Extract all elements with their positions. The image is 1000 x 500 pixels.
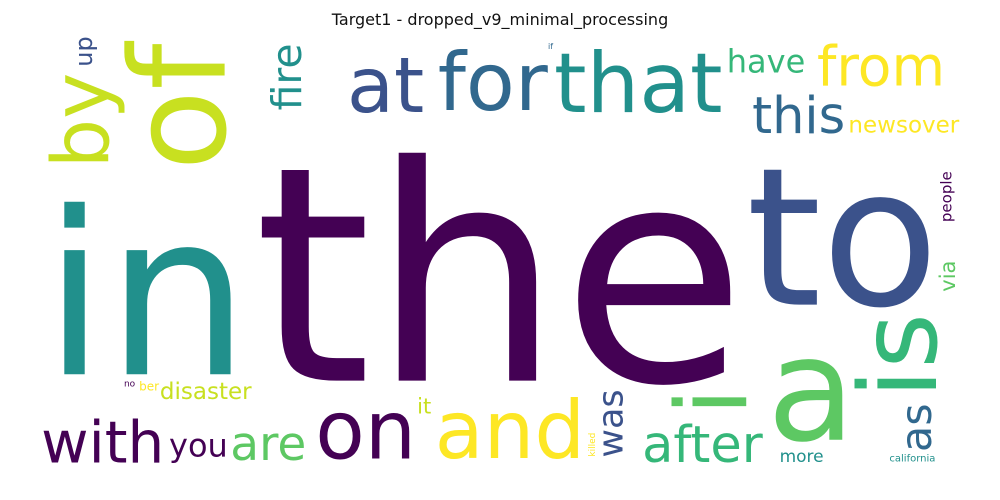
- word-a-3: a: [767, 306, 855, 464]
- word-to-1: to: [746, 128, 939, 351]
- word-and-5: and: [435, 384, 586, 464]
- word-killed-37: killed: [588, 433, 598, 457]
- word-if-126: if: [548, 42, 553, 51]
- word-disaster-20: disaster: [160, 379, 252, 405]
- word-in-2: in: [43, 163, 250, 428]
- word-people-32: people: [937, 171, 955, 222]
- word-at-9: at: [347, 42, 424, 131]
- word-on-8: on: [315, 385, 416, 464]
- word-i-11: i: [656, 388, 770, 415]
- word-of-4: of: [103, 41, 257, 171]
- word-was-17: was: [592, 389, 632, 457]
- word-this-14: this: [752, 87, 845, 146]
- word-newsover-21: newsover: [848, 112, 959, 138]
- word-no-40: no: [124, 380, 136, 390]
- word-after-15: after: [642, 416, 763, 464]
- word-it-28: it: [417, 394, 431, 418]
- word-you-24: you: [169, 427, 228, 464]
- word-with-16: with: [41, 408, 164, 464]
- word-are-19: are: [230, 417, 306, 464]
- word-via-27: via: [936, 261, 960, 292]
- word-from-13: from: [817, 36, 945, 98]
- word-california-34: california: [889, 454, 935, 464]
- word-as-22: as: [892, 403, 942, 452]
- word-cloud: the to in a of and for is on at that i by from this aft…: [40, 36, 960, 464]
- word-is-7: is: [838, 313, 960, 398]
- word-have-23: have: [727, 43, 806, 81]
- word-that-10: that: [554, 36, 723, 132]
- word-by-12: by: [40, 73, 127, 169]
- word-fire-18: fire: [263, 43, 311, 110]
- page-title: Target1 - dropped_v9_minimal_processing: [331, 10, 669, 29]
- word-the-0: the: [254, 103, 746, 452]
- word-for-6: for: [438, 36, 548, 129]
- word-ber-29: ber: [139, 379, 159, 393]
- word-more-26: more: [780, 447, 824, 464]
- word-up-25: up: [70, 36, 98, 66]
